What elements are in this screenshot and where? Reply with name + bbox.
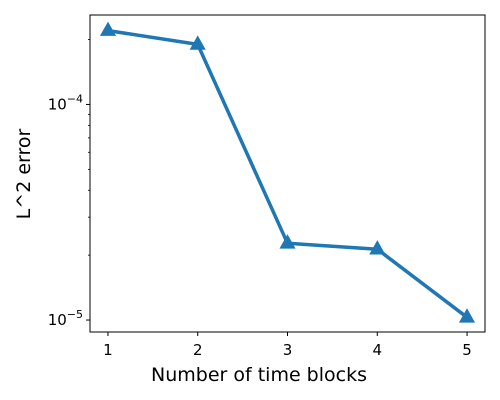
y-axis-label: L^2 error <box>13 129 35 220</box>
data-point-marker <box>458 308 476 323</box>
y-major-ticks: 10−510−4 <box>48 92 90 329</box>
x-tick-label: 1 <box>103 341 113 359</box>
data-point-marker <box>369 240 386 255</box>
y-tick-label: 10−5 <box>48 308 83 329</box>
data-point-marker <box>279 234 296 249</box>
y-tick-base: 10 <box>48 95 67 113</box>
series-layer <box>99 21 476 323</box>
x-axis-label: Number of time blocks <box>151 364 367 386</box>
x-tick-label: 3 <box>283 341 293 359</box>
x-tick-label: 5 <box>462 341 472 359</box>
y-tick-base: 10 <box>48 311 67 329</box>
x-tick-label: 4 <box>372 341 382 359</box>
x-tick-label: 2 <box>193 341 203 359</box>
y-tick-exponent: −5 <box>67 308 83 321</box>
data-point-marker <box>99 21 117 36</box>
y-tick-label: 10−4 <box>48 92 83 113</box>
x-ticks: 1 2 3 4 5 <box>103 332 472 359</box>
data-point-marker <box>189 35 206 50</box>
y-minor-ticks <box>88 39 90 256</box>
y-tick-exponent: −4 <box>67 92 83 105</box>
